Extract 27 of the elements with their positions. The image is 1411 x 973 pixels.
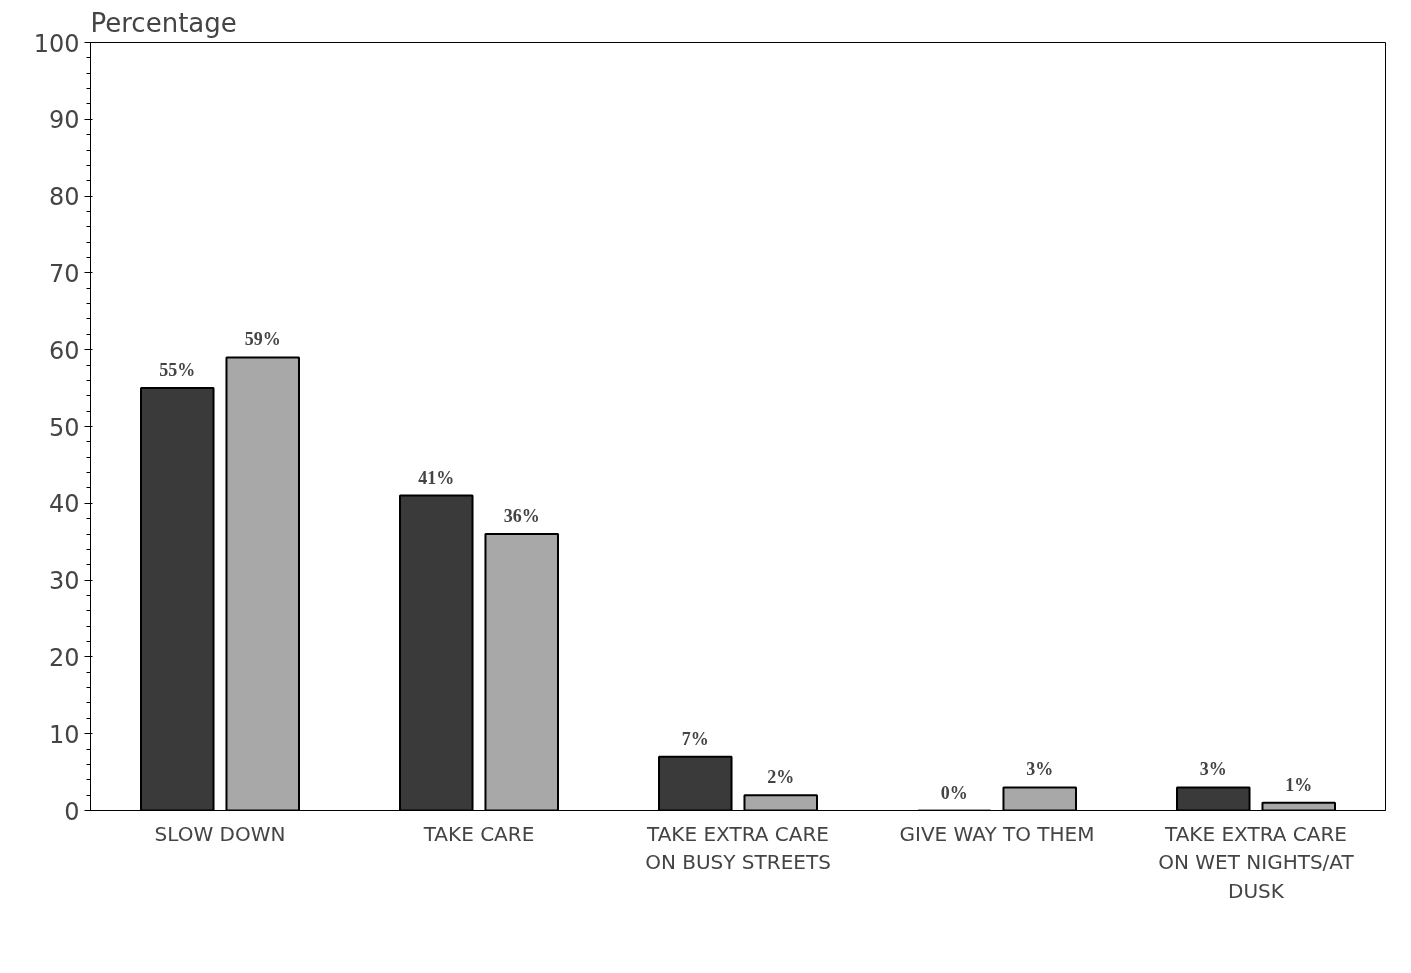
y-tick-label: 70 (48, 259, 80, 288)
y-tick-label: 40 (48, 490, 80, 519)
x-tick-label: GIVE WAY TO THEM (899, 821, 1095, 846)
y-tick-label: 0 (64, 797, 80, 826)
x-tick-label: TAKE CARE (422, 821, 535, 846)
y-tick-label: 100 (33, 29, 80, 58)
y-tick-label: 10 (48, 720, 80, 749)
data-label: 2% (767, 767, 795, 788)
y-tick-label: 60 (48, 336, 80, 365)
data-label: 3% (1026, 759, 1054, 780)
x-tick-label: SLOW DOWN (154, 821, 286, 846)
data-label: 3% (1199, 759, 1227, 780)
data-label: 41% (418, 467, 455, 488)
data-label: 36% (503, 506, 540, 527)
y-axis-title: Percentage (90, 7, 237, 38)
data-label: 59% (244, 329, 281, 350)
y-tick-label: 50 (48, 413, 80, 442)
x-tick-label: TAKE EXTRA CARE ON WET NIGHTS/AT DUSK (1158, 821, 1355, 904)
y-tick-label: 20 (48, 643, 80, 672)
data-label: 55% (159, 360, 196, 381)
data-label: 7% (681, 728, 709, 749)
y-tick-label: 80 (48, 183, 80, 212)
y-tick-label: 90 (48, 106, 80, 135)
data-label: 1% (1285, 774, 1313, 795)
data-label: 0% (940, 782, 968, 803)
y-tick-label: 30 (48, 567, 80, 596)
x-tick-label: TAKE EXTRA CARE ON BUSY STREETS (645, 821, 831, 875)
